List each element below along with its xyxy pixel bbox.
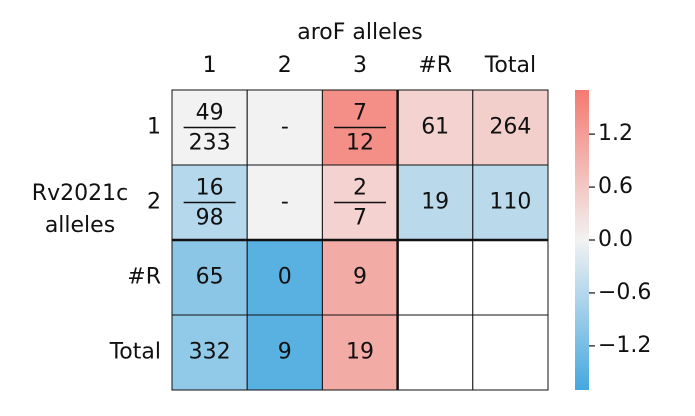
cell-numerator: 16 [196, 176, 224, 201]
cell [397, 314, 474, 391]
cell-label: 110 [489, 190, 531, 215]
cell [397, 239, 474, 316]
cell [472, 314, 549, 391]
column-label: 2 [278, 53, 292, 78]
y-axis-label: Rv2021c [32, 181, 128, 206]
cell-label: 65 [196, 265, 224, 290]
colorbar-tick-label: −1.2 [598, 333, 651, 358]
cell-label: 332 [189, 340, 231, 365]
cell-denominator: 7 [353, 206, 367, 231]
cell-denominator: 98 [196, 206, 224, 231]
cell [246, 164, 323, 241]
colorbar-tick-label: 1.2 [598, 121, 633, 146]
cell [321, 239, 399, 316]
cell [472, 89, 549, 166]
cell-label: 61 [421, 115, 449, 140]
cell-label: - [281, 190, 289, 215]
column-label: #R [418, 53, 452, 78]
cell-label: 19 [346, 340, 374, 365]
cell-label: - [281, 115, 289, 140]
y-axis-label: alleles [45, 213, 115, 238]
column-label: 3 [353, 53, 367, 78]
cell-label: 264 [489, 115, 531, 140]
cell [246, 314, 323, 391]
column-label: Total [484, 53, 536, 78]
cell-label: 9 [353, 265, 367, 290]
column-label: 1 [203, 53, 217, 78]
colorbar-tick-label: 0.6 [598, 174, 633, 199]
cell-denominator: 12 [346, 131, 374, 156]
row-label: Total [109, 340, 161, 365]
cell-label: 9 [278, 340, 292, 365]
colorbar [575, 90, 589, 390]
cell [171, 314, 248, 391]
cell-numerator: 49 [196, 101, 224, 126]
cell-denominator: 233 [189, 131, 231, 156]
colorbar-tick-label: −0.6 [598, 280, 651, 305]
cell-numerator: 7 [353, 101, 367, 126]
cell-numerator: 2 [353, 176, 367, 201]
row-label: 1 [147, 115, 161, 140]
cell [321, 314, 399, 391]
cell [472, 239, 549, 316]
cell-label: 0 [278, 265, 292, 290]
colorbar-tick-label: 0.0 [598, 227, 633, 252]
row-label: #R [127, 265, 161, 290]
chart-title: aroF alleles [297, 20, 423, 45]
row-label: 2 [147, 190, 161, 215]
cell [472, 164, 549, 241]
cell-label: 19 [421, 190, 449, 215]
